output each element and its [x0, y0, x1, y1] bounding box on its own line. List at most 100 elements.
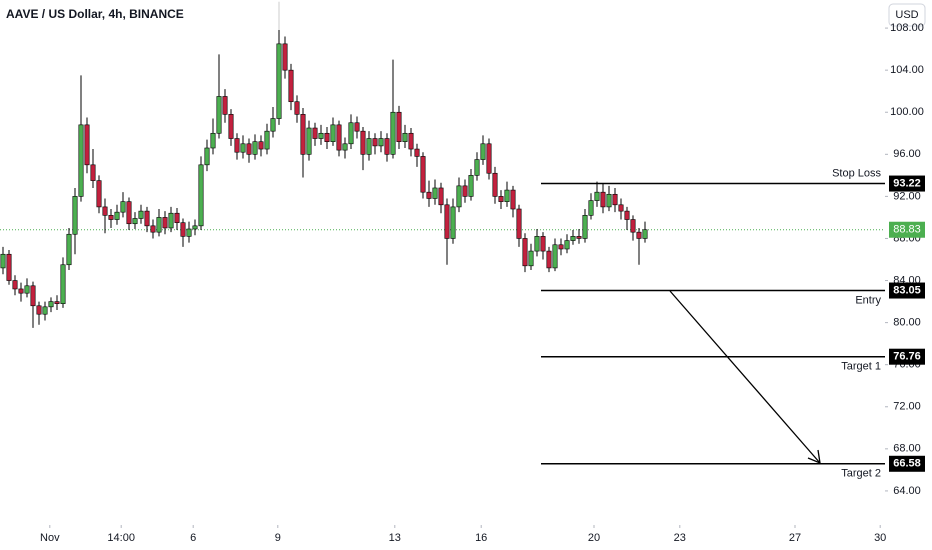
candle-body — [372, 138, 378, 147]
level-badge — [889, 175, 925, 192]
candle-body — [168, 212, 174, 229]
candle-body — [558, 244, 564, 250]
y-tick-label: 96.00 — [893, 148, 921, 160]
title-backdrop — [0, 0, 300, 30]
candle-body — [396, 111, 402, 142]
candle-body — [264, 130, 270, 150]
candle-body — [222, 96, 228, 115]
candle-body — [216, 96, 222, 134]
y-tick-label: 108.00 — [890, 22, 924, 34]
candle-body — [180, 222, 186, 237]
candle-body — [438, 187, 444, 206]
y-tick-label: 72.00 — [893, 401, 921, 413]
price-badge — [889, 221, 925, 238]
candle-body — [72, 196, 78, 235]
candle-body — [540, 236, 546, 252]
candle-body — [570, 236, 576, 241]
candle-body — [402, 132, 408, 142]
candle-body — [90, 164, 96, 181]
candle-body — [306, 127, 312, 155]
candle-body — [42, 306, 48, 315]
candle-body — [54, 301, 60, 304]
x-tick-label: 16 — [475, 532, 487, 544]
candle-body — [588, 200, 594, 216]
candle-body — [60, 264, 66, 304]
candle-body — [336, 124, 342, 151]
candle-body — [30, 285, 36, 307]
level-value: 76.76 — [893, 351, 921, 363]
candle-body — [474, 159, 480, 176]
candle-body — [600, 191, 606, 208]
currency-label[interactable]: USD — [895, 9, 918, 21]
candle-body — [276, 43, 282, 119]
candle-body — [150, 225, 156, 233]
candle-body — [192, 225, 198, 230]
candle-body — [462, 185, 468, 197]
y-tick-label: 100.00 — [890, 106, 924, 118]
candle-body — [456, 185, 462, 208]
candle-body — [84, 124, 90, 166]
level-badge — [889, 455, 925, 472]
chart-title: AAVE / US Dollar, 4h, BINANCE — [6, 7, 184, 21]
candle-body — [330, 124, 336, 142]
candle-body — [132, 218, 138, 225]
candle-body — [114, 211, 120, 220]
candle-body — [96, 180, 102, 208]
candle-body — [354, 122, 360, 132]
y-tick-label: 92.00 — [893, 190, 921, 202]
candle-body — [534, 236, 540, 252]
candle-body — [126, 201, 132, 225]
candle-body — [228, 114, 234, 139]
level-badge — [889, 348, 925, 365]
level-badge — [889, 282, 925, 299]
x-tick-label: Nov — [40, 532, 60, 544]
candle-body — [510, 189, 516, 210]
candle-body — [324, 132, 330, 142]
candle-body — [522, 238, 528, 267]
candle-body — [528, 250, 534, 267]
currency-button[interactable] — [888, 3, 926, 27]
candle-body — [414, 148, 420, 157]
candle-body — [78, 124, 84, 197]
candle-body — [348, 122, 354, 145]
candle-body — [174, 212, 180, 223]
candle-body — [186, 228, 192, 237]
candle-body — [108, 215, 114, 220]
candle-body — [618, 204, 624, 212]
candle-body — [564, 240, 570, 250]
candle-body — [426, 191, 432, 199]
candle-body — [0, 253, 6, 269]
x-tick-label: 13 — [389, 532, 401, 544]
candle-body — [24, 285, 30, 294]
candle-body — [450, 206, 456, 239]
x-tick-label: 23 — [674, 532, 686, 544]
level-name: Entry — [855, 294, 881, 306]
candle-body — [162, 217, 168, 229]
level-value: 93.22 — [893, 177, 921, 189]
candle-body — [378, 138, 384, 147]
candle-body — [294, 101, 300, 115]
candle-body — [36, 305, 42, 315]
y-tick-label: 104.00 — [890, 64, 924, 76]
candle-body — [252, 141, 258, 155]
candle-body — [102, 206, 108, 216]
x-tick-label: 30 — [874, 532, 886, 544]
candle-body — [552, 244, 558, 269]
level-name: Stop Loss — [832, 167, 881, 179]
candle-body — [312, 127, 318, 139]
arrow-head — [807, 449, 821, 465]
y-tick-label: 80.00 — [893, 317, 921, 329]
candle-body — [630, 219, 636, 233]
candle-body — [300, 114, 306, 155]
level-name: Target 1 — [841, 361, 881, 373]
y-tick-label: 68.00 — [893, 443, 921, 455]
candle-body — [546, 250, 552, 269]
candle-body — [18, 288, 24, 294]
candle-body — [144, 210, 150, 227]
candle-body — [504, 189, 510, 202]
candle-body — [366, 138, 372, 155]
candle-body — [606, 193, 612, 208]
candle-body — [270, 118, 276, 132]
